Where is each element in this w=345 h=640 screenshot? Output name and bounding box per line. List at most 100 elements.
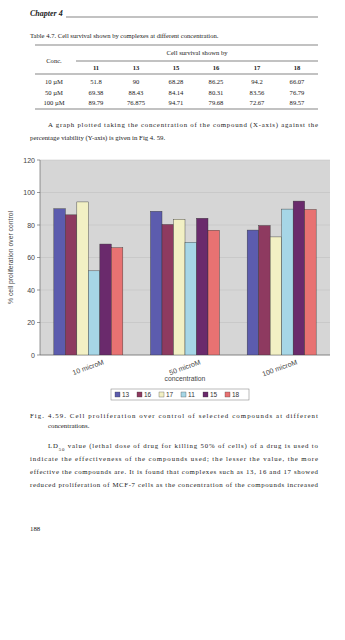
bars	[54, 201, 316, 355]
grid-line	[40, 192, 330, 193]
table-column-header: 11	[93, 64, 99, 71]
legend-label: 18	[232, 391, 240, 398]
table-cell: 76.79	[290, 89, 306, 96]
y-tick	[37, 192, 40, 193]
bar	[88, 271, 100, 355]
table-cell: 76.875	[127, 99, 146, 106]
table-group-rule	[76, 61, 318, 62]
legend-swatch	[115, 392, 120, 397]
table-cell: 51.8	[90, 78, 102, 85]
table-cell: 89.79	[89, 99, 105, 106]
table-cell: 88.43	[129, 89, 145, 96]
y-tick	[37, 290, 40, 291]
table-header-rule	[35, 74, 318, 75]
bar	[247, 230, 259, 355]
y-tick-label: 60	[27, 254, 35, 261]
y-tick	[37, 160, 40, 161]
y-tick-label: 80	[27, 222, 35, 229]
bar	[208, 230, 220, 355]
table-cell: 94.2	[251, 78, 263, 85]
bar	[174, 219, 186, 355]
table-column-header: 17	[254, 64, 261, 71]
y-axis	[40, 160, 41, 355]
table-column-header: 16	[213, 64, 220, 71]
legend-label: 15	[210, 391, 218, 398]
paragraph-line: indicate the effectiveness of the compou…	[30, 455, 318, 462]
text-run: LD	[48, 442, 58, 449]
paragraph-line: effective the compounds are. It is found…	[30, 468, 319, 475]
x-tick-label: 100 microM	[261, 358, 298, 377]
table-cell: 10 µM	[45, 78, 63, 85]
table-caption: Table 4.7. Cell survival shown by comple…	[30, 32, 219, 39]
paragraph-line: reduced proliferation of MCF-7 cells as …	[30, 481, 319, 488]
subscript: 50	[59, 447, 65, 452]
legend-swatch	[225, 392, 230, 397]
table-cell: 100 µM	[43, 99, 64, 106]
y-tick-label: 100	[23, 189, 35, 196]
bar	[151, 211, 163, 355]
bar	[162, 224, 174, 355]
chart: 0 20 40 60 80 100 120 % cell proliferation over…	[7, 157, 330, 401]
paragraph-line: LD50 value (lethal dose of drug for kill…	[48, 442, 319, 452]
y-tick-label: 20	[27, 319, 35, 326]
y-tick-label: 120	[23, 157, 35, 164]
legend-box	[111, 389, 249, 400]
table-cell: 90	[133, 78, 140, 85]
table-cell: 69.38	[89, 89, 105, 96]
grid-line	[40, 160, 330, 161]
y-tick-label: 40	[27, 287, 35, 294]
table-cell: 84.14	[169, 89, 185, 96]
legend-swatch	[159, 392, 164, 397]
legend-label: 16	[144, 391, 152, 398]
page: Chapter 4 Table 4.7. Cell survival shown …	[0, 0, 345, 640]
legend-swatch	[181, 392, 186, 397]
bar	[270, 237, 282, 355]
legend-label: 17	[166, 391, 174, 398]
bar	[65, 215, 77, 355]
bar	[259, 226, 271, 355]
bar	[305, 209, 317, 355]
table-group-header: Cell survival shown by	[167, 49, 229, 56]
bar	[197, 218, 209, 355]
table-cell: 66.07	[290, 78, 306, 85]
y-tick	[37, 225, 40, 226]
table-top-rule	[35, 45, 318, 46]
bar	[77, 202, 89, 355]
bar	[100, 244, 112, 355]
table-cell: 79.68	[209, 99, 225, 106]
bar	[185, 242, 197, 355]
table-cell: 94.71	[169, 99, 184, 106]
page-number: 188	[30, 525, 41, 532]
table-corner: Conc.	[46, 57, 62, 64]
y-tick	[37, 322, 40, 323]
bar	[282, 209, 294, 355]
bar	[293, 201, 305, 355]
y-tick	[37, 355, 40, 356]
table-cell: 80.31	[209, 89, 224, 96]
table-cell: 68.28	[169, 78, 185, 85]
table-column-header: 15	[173, 64, 180, 71]
y-tick	[37, 257, 40, 258]
plot-area	[40, 160, 330, 355]
bar	[54, 209, 65, 355]
legend: 13 16 17 11 15 18	[111, 389, 249, 400]
paragraph-line: percentage viability (Y-axis) is given i…	[30, 134, 165, 142]
page-background	[0, 0, 345, 640]
y-tick-label: 0	[31, 352, 35, 359]
legend-label: 11	[188, 391, 195, 398]
table-cell: 89.57	[290, 99, 306, 106]
legend-swatch	[203, 392, 208, 397]
table-cell: 50 µM	[45, 89, 63, 96]
table-column-header: 13	[133, 64, 140, 71]
chapter-title: Chapter 4	[30, 9, 63, 18]
bar	[111, 248, 123, 355]
legend-label: 13	[122, 391, 130, 398]
text-run: value (lethal dose of drug for killing 5…	[65, 442, 318, 450]
y-axis-title: % cell proliferation over control	[7, 211, 15, 304]
paragraph-line: A graph plotted taking the concentration…	[48, 121, 318, 129]
table-cell: 86.25	[209, 78, 225, 85]
table-column-header: 18	[294, 64, 301, 71]
x-tick-label: 10 microM	[72, 358, 105, 376]
table-cell: 72.67	[250, 99, 266, 106]
legend-swatch	[137, 392, 142, 397]
